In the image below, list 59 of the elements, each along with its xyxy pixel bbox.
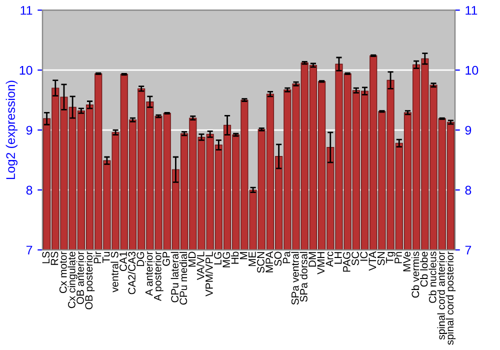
x-tick-label: OB posterior	[84, 251, 95, 310]
y2-tick-label: 7	[465, 246, 472, 254]
x-tick-label: VMH	[317, 252, 324, 274]
x-tick-label: IC	[360, 252, 368, 261]
x-tick-label: MD	[188, 252, 196, 267]
y-tick-label: 9	[26, 126, 32, 135]
x-tick-label: SPa ventral	[291, 252, 299, 305]
x-tick-label: MG	[222, 252, 230, 268]
x-tick-label: CPu medial	[179, 252, 188, 305]
x-tick-label: Cb nucleus	[428, 252, 436, 303]
y-axis-title: Log2 (expression)	[6, 80, 18, 180]
x-tick-label: Tg	[386, 252, 396, 264]
x-tick-label: A posterior	[154, 251, 164, 302]
x-tick-label: Cb vermis	[411, 252, 420, 298]
x-tick-label: Hb	[231, 252, 239, 264]
x-tick-label: spinal cord anterior	[437, 251, 447, 340]
x-tick-label: SO	[274, 252, 282, 266]
x-tick-label: Cb lobe	[420, 252, 428, 287]
x-tick-label: Pir	[94, 251, 102, 264]
x-tick-label: ME	[248, 252, 256, 266]
x-tick-label: SPa dorsal	[300, 252, 308, 302]
x-tick-label: ventral S	[110, 252, 118, 292]
y2-tick-label: 9	[465, 126, 472, 135]
y2-tick-label: 10	[466, 66, 478, 75]
x-tick-label: DG	[136, 252, 144, 266]
x-tick-label: CA2/CA3	[128, 252, 136, 294]
x-tick-label: LH	[334, 252, 342, 264]
x-tick-label: Arc	[326, 252, 334, 267]
x-tick-label: VTA	[368, 251, 376, 271]
x-tick-label: LG	[214, 252, 222, 264]
x-tick-label: A anterior	[145, 251, 153, 296]
x-tick-label: OB anterior	[76, 251, 84, 304]
x-tick-label: SCN	[257, 252, 264, 273]
y2-tick-label: 8	[465, 186, 472, 195]
y-tick-label: 7	[26, 246, 32, 254]
x-tick-label: Cx motor	[59, 251, 67, 294]
x-tick-label: CA1	[120, 252, 127, 272]
y2-tick-label: 11	[466, 6, 478, 15]
x-tick-label: Pn	[394, 252, 402, 264]
x-tick-label: RS	[50, 252, 58, 265]
x-tick-label: Tu	[102, 252, 110, 263]
x-tick-label: SN	[377, 252, 385, 266]
x-tick-label: VPM/VPL	[205, 252, 213, 296]
x-tick-label: GP	[162, 252, 170, 266]
y-tick-label: 10	[20, 66, 32, 75]
x-tick-label: spinal cord posterior	[446, 251, 456, 345]
x-tick-label: PAG	[343, 252, 350, 272]
x-tick-label: LS	[42, 252, 50, 264]
y-tick-label: 11	[20, 6, 32, 15]
y-tick-label: 8	[26, 186, 32, 195]
x-tick-label: Pa	[282, 251, 290, 264]
x-tick-label: Cx cingulate	[68, 252, 78, 308]
x-tick-label: M	[240, 252, 248, 260]
x-tick-label: DM	[308, 252, 316, 267]
x-tick-label: CPu lateral	[170, 252, 178, 302]
x-tick-label: SC	[352, 252, 359, 266]
x-tick-label: VA/VL	[196, 252, 204, 280]
x-tick-label: MPA	[266, 251, 273, 272]
x-tick-label: MVe	[403, 252, 411, 272]
